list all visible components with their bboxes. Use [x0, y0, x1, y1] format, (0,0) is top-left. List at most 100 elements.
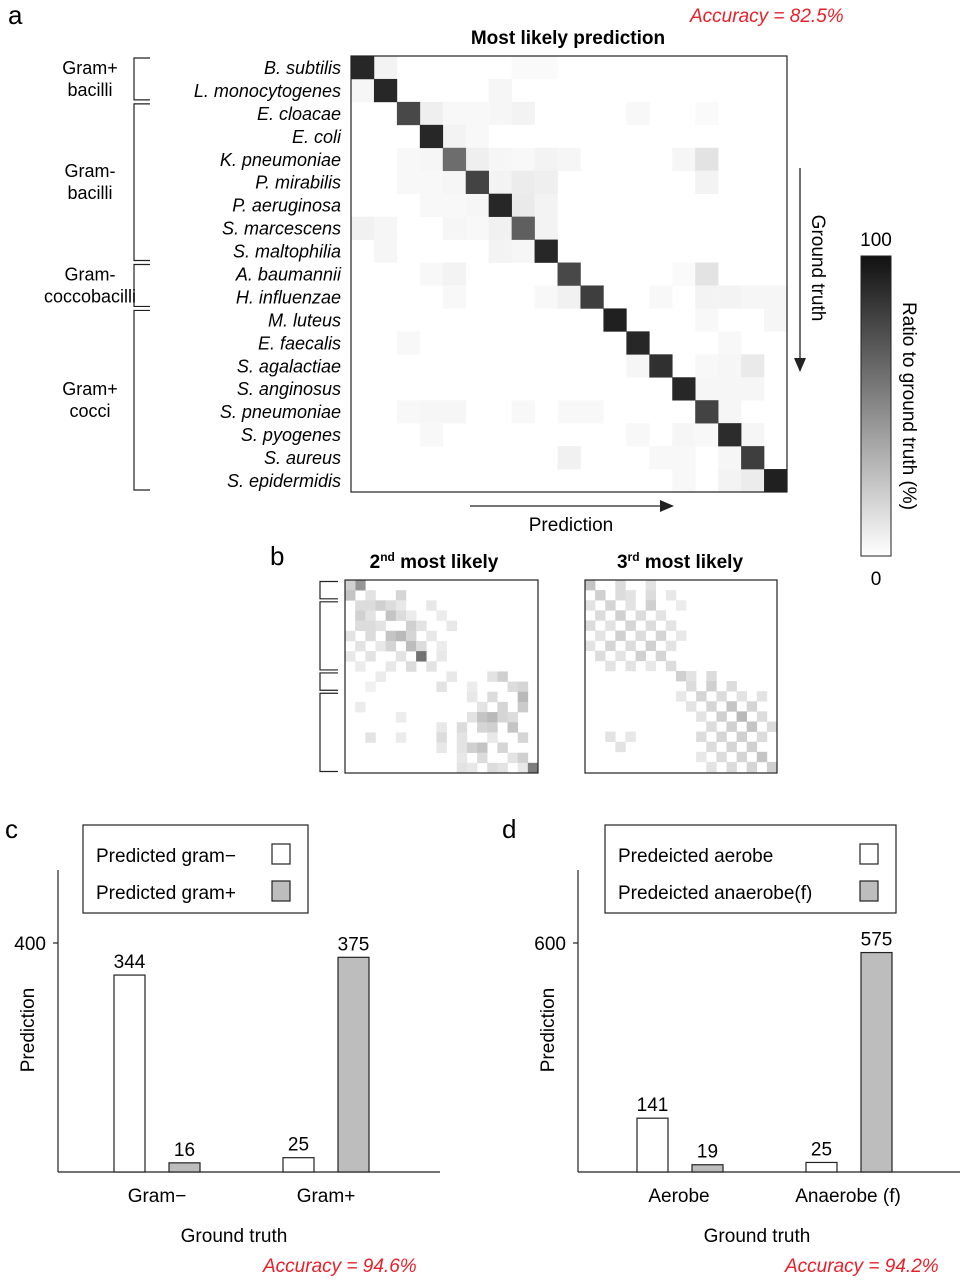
heatmap-title: Most likely prediction	[471, 28, 665, 49]
second-likely-cells	[345, 580, 539, 774]
heatmap-cell	[665, 640, 677, 652]
bar	[168, 1162, 201, 1173]
group-label: coccobacilli	[44, 286, 136, 306]
heatmap-cell	[436, 651, 447, 662]
heatmap-cell	[595, 610, 606, 621]
heatmap-cell	[507, 681, 518, 693]
group-label: bacilli	[67, 183, 112, 203]
heatmap-cell	[557, 446, 581, 470]
group-label: Gram-	[65, 161, 116, 181]
group-bracket	[133, 57, 150, 101]
heatmap-cell	[511, 170, 535, 194]
heatmap-cell	[365, 590, 376, 601]
heatmap-cell	[672, 469, 696, 493]
heatmap-cell	[741, 285, 765, 309]
small-group-bracket	[319, 672, 338, 691]
heatmap-cell	[756, 751, 768, 763]
heatmap-cell	[625, 620, 636, 631]
heatmap-cell	[534, 216, 558, 240]
accuracy-c: Accuracy = 94.6%	[262, 1256, 417, 1277]
heatmap-cell	[405, 620, 417, 632]
heatmap-cell	[645, 660, 657, 672]
heatmap-cell	[375, 640, 386, 652]
heatmap-cell	[497, 762, 508, 774]
heatmap-cell	[626, 354, 650, 378]
heatmap-cell	[686, 670, 697, 682]
heatmap-cell-diagonal	[396, 101, 421, 126]
heatmap-cell	[395, 732, 407, 743]
heatmap-cell	[756, 731, 768, 742]
d-legend-box	[604, 824, 897, 914]
heatmap-cell	[625, 600, 636, 611]
heatmap-cell	[696, 731, 707, 742]
third-likely-frame	[584, 579, 778, 774]
bar	[282, 1157, 315, 1173]
panel-label-a: a	[8, 0, 23, 30]
heatmap-cell	[511, 56, 535, 80]
heatmap-cell	[395, 590, 407, 601]
heatmap-cell	[442, 262, 467, 286]
heatmap-cell-diagonal	[649, 354, 673, 378]
heatmap-cell	[557, 147, 581, 172]
heatmap-cell	[726, 741, 737, 753]
heatmap-cell	[665, 660, 677, 672]
heatmap-cell	[527, 762, 539, 774]
heatmap-cell	[726, 761, 737, 773]
heatmap-cell-diagonal	[419, 124, 444, 149]
heatmap-cell	[675, 691, 687, 702]
heatmap-cell	[534, 56, 558, 80]
d-legend-swatch-0	[859, 843, 879, 865]
heatmap-cell	[345, 590, 356, 601]
heatmap-cell	[456, 722, 468, 733]
third-likely-title: 3rd most likely	[617, 550, 744, 573]
heatmap-cell	[696, 751, 707, 763]
heatmap-cell	[672, 446, 696, 470]
heatmap-cell	[655, 630, 667, 641]
heatmap-cell	[365, 600, 376, 611]
heatmap-cell	[534, 147, 558, 172]
heatmap-cell	[649, 446, 673, 470]
colorbar	[860, 255, 892, 557]
heatmap-cell	[696, 691, 707, 702]
heatmap-cell	[436, 732, 447, 743]
heatmap-cell	[465, 101, 489, 126]
heatmap-cell	[416, 620, 427, 632]
heatmap-cell	[497, 742, 508, 753]
heatmap-cell	[718, 331, 742, 355]
heatmap-cell	[419, 147, 444, 172]
group-label: Gram-	[65, 264, 116, 284]
row-label: S. agalactiae	[237, 356, 341, 376]
heatmap-cell	[695, 101, 719, 126]
heatmap-cell	[375, 671, 386, 682]
heatmap-cell	[718, 400, 742, 424]
heatmap-cell	[497, 701, 508, 713]
row-label: B. subtilis	[264, 58, 341, 78]
heatmap-cell	[605, 731, 616, 742]
heatmap-cell	[426, 661, 437, 672]
bar-value-label: 344	[114, 952, 146, 973]
heatmap-cell	[487, 671, 498, 682]
heatmap-cell	[436, 722, 447, 733]
heatmap-cell	[395, 712, 407, 723]
group-label: cocci	[69, 401, 110, 421]
heatmap-cell	[741, 469, 765, 493]
heatmap-cell	[764, 285, 788, 309]
heatmap-cell	[626, 423, 650, 447]
heatmap-cell	[716, 691, 727, 702]
heatmap-cell	[507, 722, 518, 733]
bar	[691, 1164, 724, 1173]
heatmap-cell	[726, 701, 737, 712]
c-legend-swatch-0	[271, 843, 291, 865]
heatmap-cell	[736, 731, 747, 742]
heatmap-cell	[718, 285, 742, 309]
heatmap-cell	[726, 721, 737, 732]
small-group-bracket	[319, 692, 338, 773]
heatmap-cell	[695, 423, 719, 447]
heatmap-cell	[385, 630, 397, 642]
heatmap-cell	[585, 600, 596, 611]
heatmap-cell	[488, 239, 512, 263]
panel-label-d: d	[502, 814, 516, 844]
panel-label-b: b	[270, 541, 284, 571]
heatmap-cell	[695, 285, 719, 309]
